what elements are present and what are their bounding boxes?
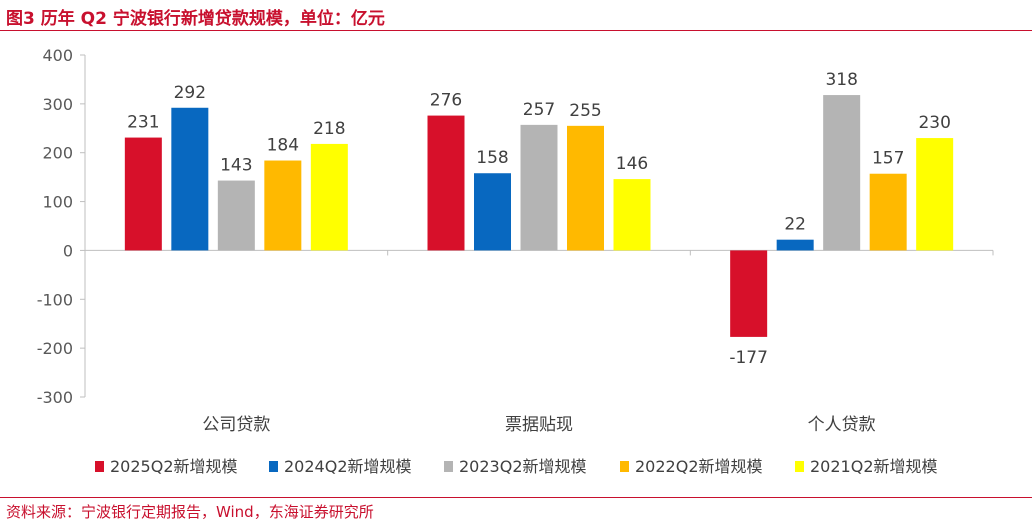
- data-label: 230: [918, 113, 950, 133]
- data-label: 158: [476, 148, 508, 168]
- data-label: 231: [127, 113, 159, 133]
- y-tick-label: 300: [42, 95, 73, 114]
- y-tick-label: 0: [63, 241, 73, 260]
- data-label: 257: [523, 100, 555, 120]
- y-tick-label: 400: [42, 46, 73, 65]
- data-label: 143: [220, 156, 252, 176]
- bar: [474, 173, 511, 251]
- data-label: -177: [729, 348, 768, 368]
- data-label: 184: [267, 136, 299, 156]
- data-label: 157: [872, 149, 904, 169]
- legend-label: 2021Q2新增规模: [810, 457, 938, 476]
- bar: [124, 137, 162, 251]
- legend-swatch: [795, 461, 804, 472]
- bar: [613, 179, 651, 251]
- bar: [427, 115, 465, 251]
- data-label: 22: [784, 215, 806, 235]
- legend-label: 2024Q2新增规模: [284, 457, 412, 476]
- data-label: 318: [825, 70, 857, 90]
- legend-label: 2023Q2新增规模: [459, 457, 587, 476]
- y-tick-label: -200: [37, 339, 73, 358]
- legend-label: 2025Q2新增规模: [110, 457, 238, 476]
- data-label: 276: [430, 91, 462, 111]
- figure-source: 资料来源：宁波银行定期报告，Wind，东海证券研究所: [6, 503, 374, 521]
- y-tick-label: -300: [37, 388, 73, 407]
- bar: [869, 173, 907, 251]
- data-label: 292: [174, 83, 206, 103]
- bar: [264, 160, 302, 251]
- bar: [567, 125, 604, 251]
- bar: [171, 107, 209, 251]
- data-label: 146: [616, 154, 648, 174]
- legend-swatch: [269, 461, 278, 472]
- bar: [823, 95, 861, 251]
- x-category-label: 票据贴现: [505, 415, 573, 435]
- title-rule: [0, 30, 1032, 31]
- bar: [730, 250, 768, 337]
- legend-swatch: [95, 461, 104, 472]
- legend-label: 2022Q2新增规模: [635, 457, 763, 476]
- y-tick-label: 100: [42, 193, 73, 212]
- data-label: 255: [569, 101, 601, 121]
- legend-swatch: [620, 461, 629, 472]
- x-category-label: 个人贷款: [808, 415, 876, 435]
- bar: [520, 124, 558, 251]
- bar-chart: 400 300 200 100 0 -100 -200 -300 231 292 143 184 218…: [37, 46, 994, 476]
- y-tick-label: -100: [37, 290, 73, 309]
- data-label: 218: [313, 119, 345, 139]
- legend-swatch: [444, 461, 453, 472]
- bar: [776, 239, 814, 251]
- bar: [310, 143, 348, 251]
- source-rule: [0, 497, 1032, 498]
- figure-title: 图3 历年 Q2 宁波银行新增贷款规模，单位：亿元: [6, 9, 385, 29]
- bar: [217, 180, 255, 251]
- bar: [916, 138, 954, 251]
- x-category-label: 公司贷款: [202, 415, 270, 435]
- y-tick-label: 200: [42, 144, 73, 163]
